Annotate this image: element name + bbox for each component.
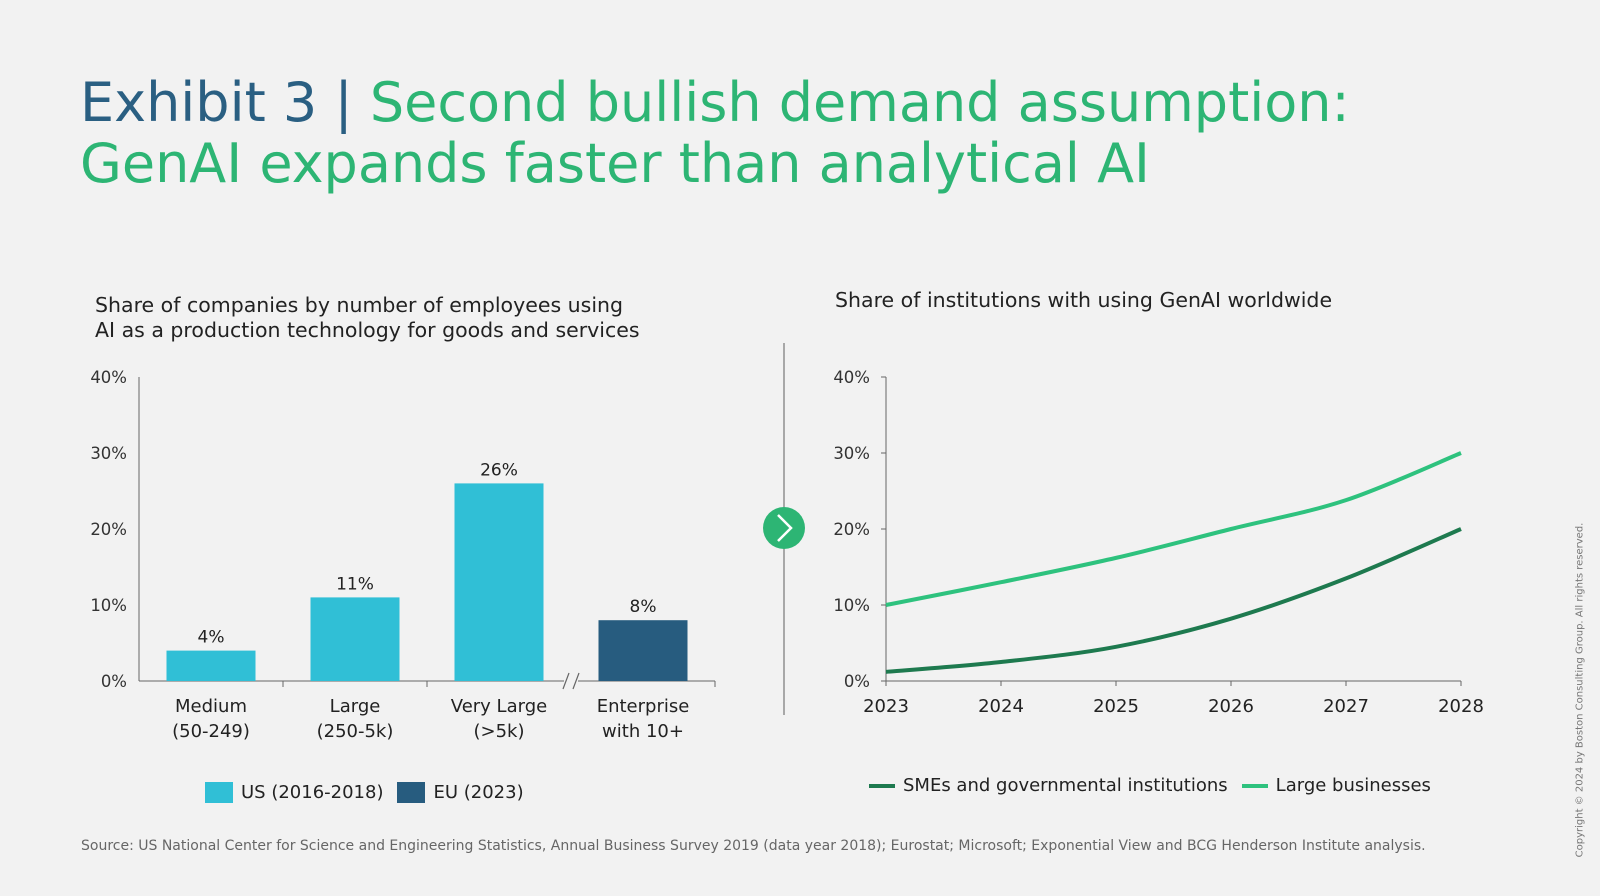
bar [166,650,256,681]
legend-line-large [1241,783,1268,788]
title-separator: | [334,71,353,134]
chevron-right-icon [777,514,793,542]
line-x-tick-label: 2025 [1093,696,1139,717]
legend-item-smes: SMEs and governmental institutions [869,775,1228,796]
legend-label-smes: SMEs and governmental institutions [903,775,1228,796]
line-x-tick-label: 2023 [863,696,909,717]
legend-label-eu: EU (2023) [433,782,524,803]
legend-item-eu: EU (2023) [397,782,524,803]
bar-category-label: with 10+ [602,721,684,742]
line-chart-legend: SMEs and governmental institutions Large… [869,775,1445,796]
legend-item-us: US (2016-2018) [205,782,383,803]
source-note: Source: US National Center for Science a… [81,838,1426,854]
legend-label-us: US (2016-2018) [241,782,384,803]
bar-y-tick-label: 0% [101,672,127,691]
bar-y-tick-label: 40% [90,368,127,387]
legend-swatch-eu [397,782,426,803]
line-y-tick-label: 20% [833,520,870,539]
chevron-right-circle-icon [763,507,805,549]
bar-data-label: 4% [198,628,225,648]
left-chart-title: Share of companies by number of employee… [95,293,735,343]
axis-break-mark [562,672,570,690]
left-chart-title-line-1: Share of companies by number of employee… [95,293,624,317]
bar-category-label: Enterprise [597,696,690,717]
line-x-tick-label: 2024 [978,696,1024,717]
line-y-tick-label: 40% [833,368,870,387]
bar-category-label: Very Large [451,696,547,717]
copyright-note: Copyright © 2024 by Boston Consulting Gr… [1574,522,1586,858]
line-y-tick-label: 30% [833,444,870,463]
legend-label-large: Large businesses [1275,775,1431,796]
bar-data-label: 26% [480,460,518,480]
title-line-2: GenAI expands faster than analytical AI [80,132,1150,195]
line-y-tick-label: 10% [833,596,870,615]
legend-line-smes [869,783,895,788]
bar-data-label: 11% [336,574,374,594]
title-line-1: Second bullish demand assumption: [369,71,1350,134]
left-chart-title-line-2: AI as a production technology for goods … [95,318,640,342]
bar-category-label: Medium [175,696,247,717]
bar-category-label: (>5k) [473,721,524,742]
series-line-large-businesses [885,451,1462,607]
right-chart-title: Share of institutions with using GenAI w… [835,288,1333,312]
bar-chart-legend: US (2016-2018) EU (2023) [205,782,538,803]
legend-swatch-us [205,782,233,803]
series-line-smes [885,527,1462,674]
line-x-tick-label: 2027 [1323,696,1369,717]
axis-break-mark [572,672,580,690]
legend-item-large: Large businesses [1241,775,1431,796]
bar [598,620,688,681]
bar-category-label: Large [330,696,381,717]
exhibit-number: Exhibit 3 [80,71,318,134]
line-x-tick-label: 2026 [1208,696,1254,717]
bar-category-label: (250-5k) [317,721,394,742]
line-y-tick-label: 0% [844,672,870,691]
bar [454,483,544,681]
bar-y-tick-label: 10% [90,596,127,615]
bar-y-tick-label: 30% [90,444,127,463]
bar-category-label: (50-249) [172,721,250,742]
bar [310,597,400,681]
bar-data-label: 8% [630,597,657,617]
line-x-tick-label: 2028 [1438,696,1484,717]
bar-y-tick-label: 20% [90,520,127,539]
exhibit-title: Exhibit 3 | Second bullish demand assump… [80,72,1350,194]
